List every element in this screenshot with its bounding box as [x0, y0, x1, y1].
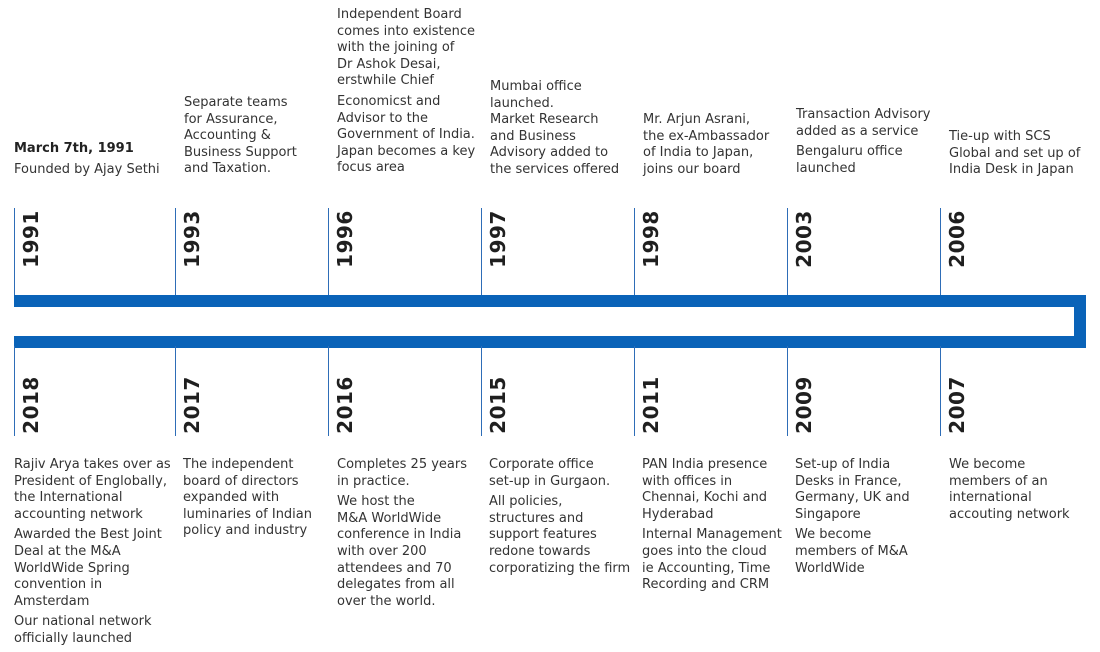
- timeline-band-top: [14, 295, 1086, 307]
- year-label-2018: 2018: [19, 376, 43, 434]
- year-label-1991: 1991: [19, 210, 43, 268]
- divider: [175, 208, 176, 296]
- event-text-2011: PAN India presence with offices in Chenn…: [642, 457, 792, 598]
- divider: [175, 346, 176, 436]
- year-label-2009: 2009: [792, 376, 816, 434]
- event-text-1996: Independent Board comes into existence w…: [337, 7, 485, 181]
- year-label-2017: 2017: [180, 376, 204, 434]
- divider: [14, 346, 15, 436]
- event-line: We become members of M&A WorldWide: [795, 527, 908, 576]
- event-line: We host the M&A WorldWide conference in …: [337, 494, 462, 609]
- divider: [14, 208, 15, 296]
- divider: [328, 208, 329, 296]
- event-text-2017: The independent board of directors expan…: [183, 457, 333, 544]
- event-line: Awarded the Best Joint Deal at the M&A W…: [14, 527, 162, 609]
- divider: [328, 346, 329, 436]
- event-line: Corporate office set-up in Gurgaon.: [489, 457, 611, 489]
- year-label-1996: 1996: [333, 210, 357, 268]
- event-date: March 7th, 1991: [14, 141, 134, 156]
- event-line: Rajiv Arya takes over as President of En…: [14, 457, 171, 522]
- divider: [634, 346, 635, 436]
- event-line: Economicst and Advisor to the Government…: [337, 93, 476, 176]
- event-text-1998: Mr. Arjun Asrani, the ex-Ambassador of I…: [643, 112, 793, 182]
- event-text-2015: Corporate office set-up in Gurgaon. All …: [489, 457, 637, 581]
- event-line: The independent board of directors expan…: [183, 457, 312, 539]
- event-line: Separate teams for Assurance, Accounting…: [184, 95, 297, 177]
- divider: [481, 346, 482, 436]
- event-line: PAN India presence with offices in Chenn…: [642, 457, 768, 522]
- year-label-2011: 2011: [639, 376, 663, 434]
- divider: [787, 346, 788, 436]
- divider: [787, 208, 788, 296]
- event-text-1993: Separate teams for Assurance, Accounting…: [184, 95, 334, 182]
- event-line: All policies, structures and support fea…: [489, 494, 631, 576]
- event-line: Internal Management goes into the cloud …: [642, 527, 782, 593]
- event-line: Mr. Arjun Asrani, the ex-Ambassador of I…: [643, 112, 770, 177]
- year-label-2015: 2015: [486, 376, 510, 434]
- event-line: Founded by Ajay Sethi: [14, 161, 160, 177]
- event-text-2006: Tie-up with SCS Global and set up of Ind…: [949, 129, 1099, 183]
- year-label-2003: 2003: [792, 210, 816, 268]
- year-label-2006: 2006: [945, 210, 969, 268]
- divider: [940, 208, 941, 296]
- event-text-2009: Set-up of India Desks in France, Germany…: [795, 457, 945, 581]
- event-line: Set-up of India Desks in France, Germany…: [795, 457, 910, 522]
- timeline-band-turn: [1074, 295, 1086, 348]
- year-label-1993: 1993: [180, 210, 204, 268]
- event-line: We become members of an international ac…: [949, 457, 1070, 522]
- year-label-2016: 2016: [333, 376, 357, 434]
- event-line: Transaction Advisory added as a service: [796, 107, 931, 139]
- year-label-1998: 1998: [639, 210, 663, 268]
- divider: [481, 208, 482, 296]
- timeline-band-bottom: [14, 336, 1086, 348]
- event-line: Completes 25 years in practice.: [337, 457, 468, 489]
- event-line: Our national network officially launched: [14, 614, 152, 646]
- event-text-2018: Rajiv Arya takes over as President of En…: [14, 457, 179, 652]
- year-label-1997: 1997: [486, 210, 510, 268]
- event-line: Mumbai office launched. Market Research …: [490, 79, 620, 177]
- event-text-1997: Mumbai office launched. Market Research …: [490, 79, 640, 183]
- event-line: Independent Board comes into existence w…: [337, 7, 476, 89]
- event-line: Bengaluru office launched: [796, 144, 903, 176]
- event-text-2007: We become members of an international ac…: [949, 457, 1089, 527]
- year-label-2007: 2007: [945, 376, 969, 434]
- divider: [634, 208, 635, 296]
- event-text-1991: March 7th, 1991 Founded by Ajay Sethi: [14, 141, 164, 182]
- event-line: Tie-up with SCS Global and set up of Ind…: [949, 129, 1081, 178]
- divider: [940, 346, 941, 436]
- event-text-2003: Transaction Advisory added as a service …: [796, 107, 946, 181]
- event-text-2016: Completes 25 years in practice. We host …: [337, 457, 487, 614]
